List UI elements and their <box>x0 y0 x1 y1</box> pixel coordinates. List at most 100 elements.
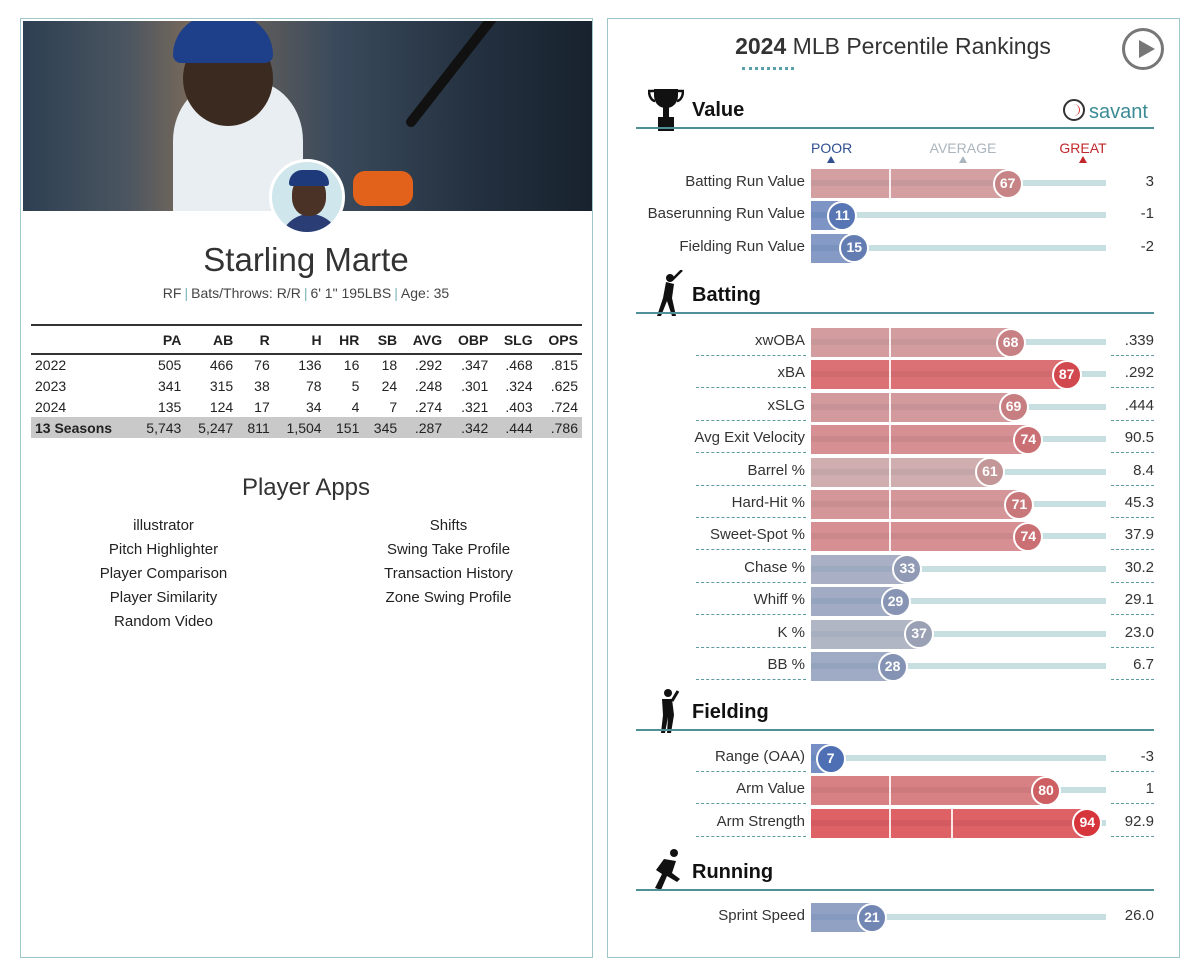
percentile-bar <box>811 490 1021 519</box>
percentile-bar <box>811 457 991 487</box>
metric-value: 30.2 <box>1124 558 1154 576</box>
metric-value: 3 <box>1145 173 1154 190</box>
stats-cell: 505 <box>157 357 182 373</box>
player-app-link[interactable]: Swing Take Profile <box>386 541 511 558</box>
baseball-icon <box>1063 99 1085 121</box>
stats-total-cell: 151 <box>325 417 364 438</box>
stats-cell: .301 <box>461 377 489 394</box>
player-app-link[interactable]: Shifts <box>429 517 468 534</box>
percentile-badge[interactable]: 80 <box>1031 775 1061 806</box>
percentile-badge[interactable]: 28 <box>877 651 908 682</box>
player-apps-title: Player Apps <box>241 474 371 501</box>
player-app-link[interactable]: Player Similarity <box>109 589 218 606</box>
player-avatar <box>269 159 345 235</box>
percentile-badge[interactable]: 29 <box>880 586 911 617</box>
metric-value: 26.0 <box>1124 907 1154 924</box>
metric-label: Range (OAA) <box>714 748 805 765</box>
height-weight: 6' 1" 195LBS <box>310 285 392 301</box>
percentile-badge[interactable]: 74 <box>1013 521 1044 552</box>
section-divider <box>636 889 1154 891</box>
row-separator <box>1111 835 1154 837</box>
metric-label: xSLG <box>767 396 805 414</box>
section-divider <box>636 312 1154 314</box>
legend-average: AVERAGE <box>928 140 998 163</box>
row-separator <box>1111 679 1154 680</box>
savant-label: savant <box>1089 101 1148 123</box>
metric-label: Hard-Hit % <box>731 494 805 511</box>
percentile-badge[interactable]: 87 <box>1051 359 1082 390</box>
stats-cell: .347 <box>461 357 489 373</box>
stats-total-cell: 13 Seasons <box>31 417 134 438</box>
metric-value: 92.9 <box>1124 812 1154 830</box>
percentile-badge[interactable]: 67 <box>992 168 1023 199</box>
stats-cell: 76 <box>254 357 270 373</box>
section-title: Batting <box>692 284 761 306</box>
stats-cell: 16 <box>343 357 360 373</box>
stats-cell: .324 <box>505 377 533 394</box>
player-app-link[interactable]: Transaction History <box>384 565 513 582</box>
stats-cell: 466 <box>209 357 234 373</box>
metric-label: Arm Strength <box>716 812 805 830</box>
metric-label: Arm Value <box>736 780 805 798</box>
percentile-badge[interactable]: 61 <box>974 457 1005 488</box>
percentile-badge[interactable]: 37 <box>904 619 935 650</box>
player-info: RF | Bats/Throws: R/R | 6' 1" 195LBS | Age: 35 <box>162 285 450 301</box>
player-app-link[interactable]: Pitch Highlighter <box>108 541 219 558</box>
row-separator <box>1111 452 1154 454</box>
row-separator <box>1111 581 1154 583</box>
stats-cell: 78 <box>306 377 322 394</box>
savant-logo[interactable]: savant <box>1063 99 1148 124</box>
stats-cell: .274 <box>414 398 443 415</box>
stats-cell: .724 <box>550 398 578 415</box>
percentile-badge[interactable]: 94 <box>1072 808 1103 839</box>
metric-value: .339 <box>1124 332 1154 349</box>
percentile-badge[interactable]: 71 <box>1004 489 1035 520</box>
row-separator <box>696 679 806 680</box>
percentile-badge[interactable]: 15 <box>839 233 870 264</box>
stats-row: 2024 135 124 17 34 4 7 .274 .321 .403 .724 <box>31 396 582 417</box>
metric-value: 37.9 <box>1124 526 1154 544</box>
percentile-track <box>811 630 1106 637</box>
percentile-badge[interactable]: 11 <box>827 200 858 231</box>
row-separator <box>696 387 806 389</box>
stats-row: 2023 341 315 38 78 5 24 .248 .301 .324 .625 <box>31 375 582 396</box>
percentile-badge[interactable]: 7 <box>815 743 846 774</box>
row-separator <box>696 517 806 518</box>
stats-header-cell: H <box>273 324 326 355</box>
percentile-badge[interactable]: 33 <box>892 554 923 585</box>
metric-label: Fielding Run Value <box>679 237 805 255</box>
metric-label: K % <box>777 623 805 641</box>
metric-value: -1 <box>1140 205 1154 223</box>
metric-label: Sweet-Spot % <box>709 526 805 544</box>
row-separator <box>696 581 806 583</box>
stats-cell: .625 <box>550 377 578 394</box>
section-divider <box>636 729 1154 731</box>
stats-header-cell: R <box>237 324 274 355</box>
stats-row: 2022 505 466 76 136 16 18 .292 .347 .468 .815 <box>31 354 582 375</box>
percentile-track <box>811 663 1106 669</box>
percentile-track <box>811 598 1106 605</box>
player-app-link[interactable]: Random Video <box>114 613 213 630</box>
rankings-title: 2024 MLB Percentile Rankings <box>735 33 1051 59</box>
row-separator <box>1111 614 1154 616</box>
row-separator <box>1111 517 1154 518</box>
stats-total-cell: 5,743 <box>133 417 186 438</box>
percentile-rankings-panel: 2024 MLB Percentile Rankings savant POOR… <box>607 18 1180 958</box>
player-apps-right: Shifts Swing Take Profile Transaction Hist… <box>361 514 536 610</box>
row-separator <box>696 835 806 837</box>
percentile-bar <box>811 328 1012 357</box>
percentile-bar <box>811 425 1030 455</box>
player-card: Starling Marte RF | Bats/Throws: R/R | 6' 1"… <box>20 18 593 958</box>
play-button[interactable] <box>1122 28 1164 70</box>
legend-great: GREAT <box>1058 140 1108 163</box>
player-app-link[interactable]: Zone Swing Profile <box>385 589 512 606</box>
player-app-link[interactable]: illustrator <box>133 517 194 534</box>
metric-value: 90.5 <box>1124 429 1154 447</box>
percentile-badge[interactable]: 68 <box>995 327 1026 358</box>
percentile-badge[interactable]: 21 <box>856 902 887 933</box>
percentile-badge[interactable]: 74 <box>1013 424 1044 455</box>
player-app-link[interactable]: Player Comparison <box>99 565 228 582</box>
row-separator <box>696 549 806 551</box>
percentile-badge[interactable]: 69 <box>998 392 1029 423</box>
metric-label: Chase % <box>744 558 805 576</box>
